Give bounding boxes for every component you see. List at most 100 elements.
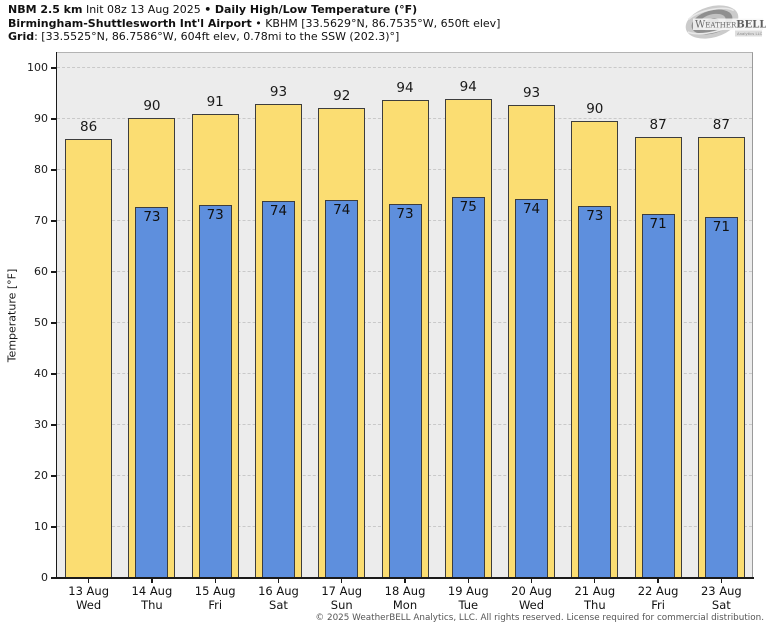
low-value-label-23-aug: 71 [712, 218, 730, 235]
grid-label: Grid [8, 30, 35, 44]
x-axis-line [55, 577, 754, 580]
low-value-label-14-aug: 73 [143, 208, 161, 225]
low-bar-22-aug: 71 [641, 213, 675, 578]
x-label-day-16-aug: Sat [269, 598, 288, 612]
x-label-day-19-aug: Tue [458, 598, 479, 612]
x-label-day-15-aug: Fri [208, 598, 223, 612]
y-tick-label-40: 40 [34, 367, 48, 380]
high-value-label-14-aug: 90 [143, 98, 161, 114]
product-name: Daily High/Low Temperature (°F) [214, 3, 418, 16]
x-label-13-aug: 13 Aug Wed [54, 584, 124, 612]
x-label-date-21-aug: 21 Aug [574, 584, 616, 598]
x-label-22-aug: 22 Aug Fri [623, 584, 693, 612]
low-value-label-16-aug: 74 [269, 202, 288, 219]
x-label-19-aug: 19 Aug Tue [433, 584, 503, 612]
weatherbell-swirl-icon: WEATHERBELL Analytics LLC [685, 5, 766, 39]
low-value-label-20-aug: 74 [522, 201, 541, 218]
y-tick-label-90: 90 [34, 112, 48, 125]
y-axis-ticks: 0 10 20 30 40 50 60 70 80 90 100 [0, 52, 57, 584]
x-tick-mark-23-aug [720, 579, 722, 583]
low-bar-23-aug: 71 [704, 216, 738, 578]
high-value-label-19-aug: 94 [459, 78, 477, 95]
x-label-day-22-aug: Fri [651, 598, 665, 612]
y-tick-mark-40 [51, 373, 56, 375]
low-value-label-18-aug: 73 [396, 205, 414, 222]
low-bar-20-aug: 74 [515, 199, 549, 578]
y-tick-mark-80 [51, 169, 56, 171]
x-label-day-14-aug: Thu [141, 598, 163, 612]
y-tick-label-50: 50 [34, 316, 48, 329]
y-tick-label-30: 30 [34, 418, 48, 431]
weatherbell-logo: WEATHERBELL Analytics LLC [682, 3, 766, 43]
low-bar-15-aug: 73 [198, 204, 232, 578]
x-axis-labels: 13 Aug Wed 14 Aug Thu 15 Aug Fri 16 Aug Sat 17 A… [57, 579, 753, 613]
y-tick-label-0: 0 [41, 571, 48, 584]
y-tick-label-10: 10 [34, 520, 48, 533]
high-value-label-18-aug: 94 [396, 80, 414, 97]
chart-header: NBM 2.5 km Init 08z 13 Aug 2025 • Daily … [8, 3, 500, 44]
y-tick-mark-50 [51, 322, 56, 324]
x-label-17-aug: 17 Aug Sun [307, 584, 377, 612]
grid-meta: : [33.5525°N, 86.7586°W, 604ft elev, 0.7… [34, 30, 400, 44]
x-tick-mark-14-aug [151, 579, 153, 583]
high-value-label-17-aug: 92 [333, 87, 351, 104]
high-value-label-20-aug: 93 [522, 84, 541, 101]
x-tick-mark-17-aug [341, 579, 343, 583]
low-value-label-22-aug: 71 [649, 215, 667, 232]
x-label-14-aug: 14 Aug Thu [117, 584, 187, 612]
x-tick-mark-13-aug [87, 579, 90, 583]
model-name: NBM 2.5 km [8, 3, 83, 16]
x-label-day-21-aug: Thu [584, 598, 606, 612]
x-label-date-19-aug: 19 Aug [447, 584, 489, 598]
x-label-day-17-aug: Sun [330, 598, 353, 612]
x-label-date-17-aug: 17 Aug [321, 584, 363, 598]
station-name: Birmingham-Shuttlesworth Int'l Airport [8, 16, 252, 30]
x-label-20-aug: 20 Aug Wed [497, 584, 567, 612]
svg-text:WEATHERBELL: WEATHERBELL [695, 20, 766, 31]
bullet-separator: • [255, 16, 262, 30]
x-tick-mark-16-aug [277, 579, 280, 583]
y-tick-label-60: 60 [34, 265, 48, 278]
y-tick-mark-90 [51, 118, 56, 120]
x-label-15-aug: 15 Aug Fri [180, 584, 250, 612]
high-bar-13-aug [65, 139, 113, 578]
low-value-label-21-aug: 73 [586, 207, 604, 224]
high-value-label-23-aug: 87 [712, 116, 730, 133]
station-meta: KBHM [33.5629°N, 86.7535°W, 650ft elev] [265, 16, 501, 30]
x-label-date-14-aug: 14 Aug [131, 584, 173, 598]
low-value-label-17-aug: 74 [333, 201, 351, 218]
high-value-label-15-aug: 91 [206, 93, 224, 110]
header-line-3: Grid: [33.5525°N, 86.7586°W, 604ft elev,… [8, 30, 500, 44]
header-line-2: Birmingham-Shuttlesworth Int'l Airport •… [8, 17, 500, 31]
low-value-label-19-aug: 75 [459, 199, 477, 216]
y-tick-label-20: 20 [34, 469, 48, 482]
low-bar-16-aug: 74 [261, 200, 295, 578]
y-tick-mark-20 [51, 475, 56, 477]
y-tick-mark-0 [51, 577, 56, 579]
low-value-label-15-aug: 73 [206, 206, 224, 223]
init-time: Init 08z 13 Aug 2025 [85, 3, 201, 16]
y-axis-line [55, 52, 58, 578]
x-label-day-20-aug: Wed [518, 598, 545, 612]
x-label-day-23-aug: Sat [711, 598, 731, 612]
plot-area: 86 90 73 91 73 93 74 92 74 94 73 94 75 93 74 90 73 87 71 87… [57, 52, 753, 578]
low-bar-17-aug: 74 [325, 199, 359, 578]
x-label-date-22-aug: 22 Aug [637, 584, 679, 598]
x-label-23-aug: 23 Aug Sat [686, 584, 756, 612]
x-label-date-15-aug: 15 Aug [194, 584, 236, 598]
x-label-date-16-aug: 16 Aug [258, 584, 299, 598]
x-label-date-20-aug: 20 Aug [511, 584, 552, 598]
x-label-18-aug: 18 Aug Mon [370, 584, 440, 612]
y-tick-label-100: 100 [27, 61, 48, 74]
x-label-day-13-aug: Wed [76, 598, 102, 612]
x-label-21-aug: 21 Aug Thu [560, 584, 630, 612]
x-label-date-18-aug: 18 Aug [384, 584, 426, 598]
copyright-notice: © 2025 WeatherBELL Analytics, LLC. All r… [315, 613, 764, 623]
y-tick-label-70: 70 [34, 214, 48, 227]
high-value-label-22-aug: 87 [649, 116, 667, 133]
low-bar-19-aug: 75 [451, 197, 485, 578]
header-line-1: NBM 2.5 km Init 08z 13 Aug 2025 • Daily … [8, 3, 500, 17]
x-label-16-aug: 16 Aug Sat [243, 584, 313, 612]
x-label-date-13-aug: 13 Aug [68, 584, 110, 598]
